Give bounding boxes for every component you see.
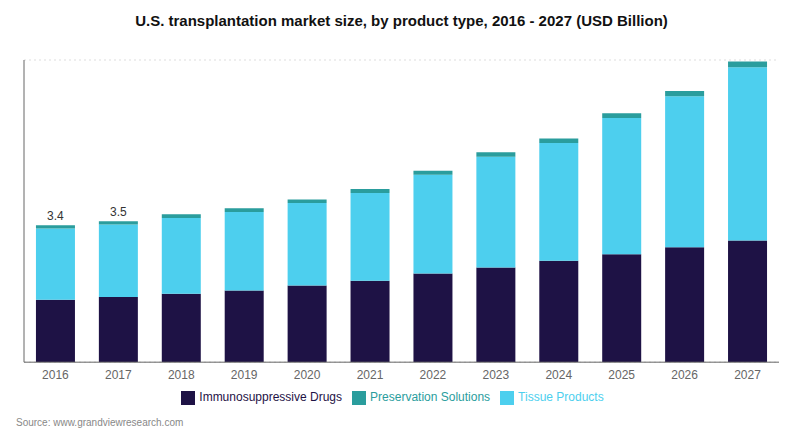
html-text:Preservation Solutions: Preservation Solutions — [370, 390, 491, 405]
svg-text:2019: 2019 — [231, 368, 258, 382]
html-text:Source: www.grandviewresearch.: Source: www.grandviewresearch.com — [16, 416, 184, 428]
svg-text:2021: 2021 — [357, 368, 384, 382]
html-text:U.S. transplantation market si: U.S. transplantation market size, by pro… — [135, 11, 668, 29]
svg-text:2018: 2018 — [168, 368, 195, 382]
svg-text:2026: 2026 — [671, 368, 698, 382]
svg-text:2017: 2017 — [105, 368, 132, 382]
html-text:Tissue Products: Tissue Products — [518, 390, 604, 405]
svg-text:2016: 2016 — [42, 368, 69, 382]
svg-text:2023: 2023 — [483, 368, 510, 382]
svg-text:3.4: 3.4 — [47, 209, 64, 223]
html-text:Immunosuppressive Drugs: Immunosuppressive Drugs — [199, 390, 342, 405]
svg-text:2025: 2025 — [608, 368, 635, 382]
svg-text:2024: 2024 — [545, 368, 572, 382]
svg-text:2027: 2027 — [734, 368, 761, 382]
svg-text:2022: 2022 — [420, 368, 447, 382]
svg-text:3.5: 3.5 — [110, 205, 127, 219]
svg-text:2020: 2020 — [294, 368, 321, 382]
